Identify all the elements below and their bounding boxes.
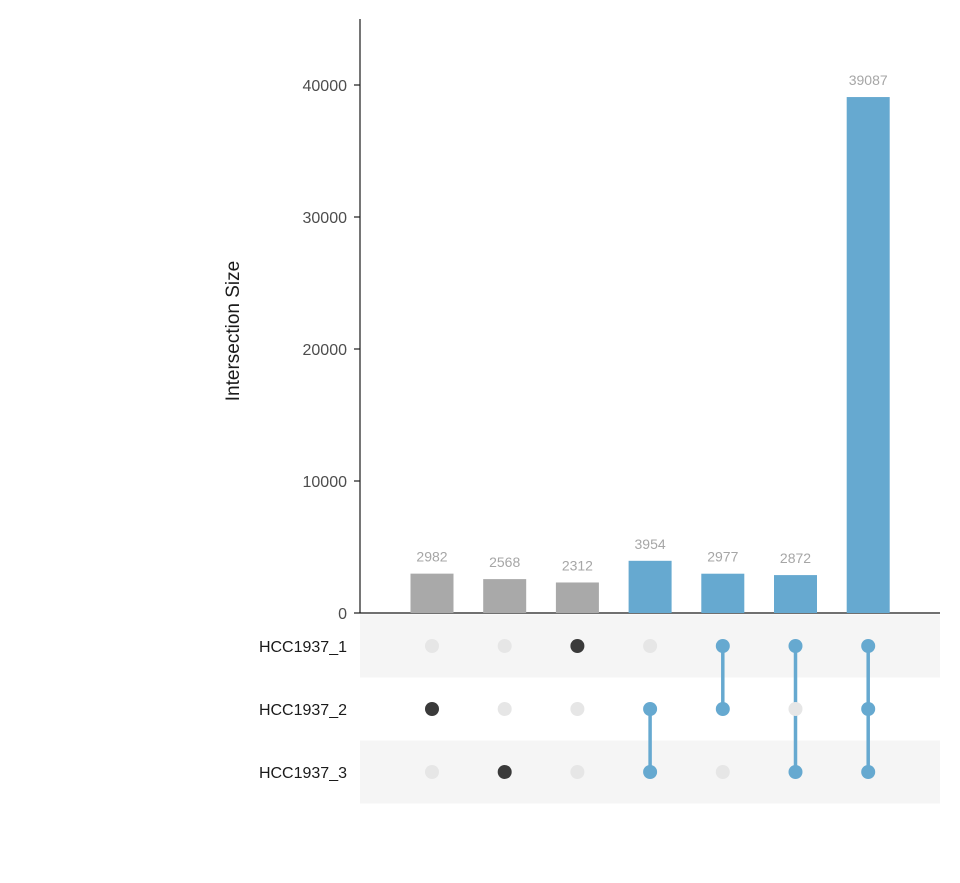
bar xyxy=(555,582,599,613)
bar-value-label: 2872 xyxy=(780,550,811,566)
y-tick-label: 20000 xyxy=(303,342,348,359)
y-tick-label: 10000 xyxy=(303,474,348,491)
bar xyxy=(483,579,527,613)
bar-value-label: 3954 xyxy=(635,536,666,552)
bar-value-label: 2568 xyxy=(489,554,520,570)
set-label: HCC1937_3 xyxy=(259,765,347,782)
matrix-dot-active xyxy=(861,702,876,716)
bar-value-label: 2977 xyxy=(707,549,738,565)
bar-value-label: 2982 xyxy=(416,549,447,565)
set-label: HCC1937_1 xyxy=(259,639,347,656)
matrix-dot-active xyxy=(861,639,876,653)
matrix-dot-active xyxy=(788,765,803,779)
bar-value-label: 2312 xyxy=(562,557,593,573)
y-tick-label: 30000 xyxy=(303,210,348,227)
matrix-dot-inactive xyxy=(570,702,585,716)
bar xyxy=(846,97,890,614)
y-tick-label: 40000 xyxy=(303,78,348,95)
matrix-dot-active xyxy=(643,702,658,716)
matrix-dot-inactive xyxy=(425,639,439,653)
matrix-dot-inactive xyxy=(715,765,730,779)
set-labels: HCC1937_1 HCC1937_2 HCC1937_3 xyxy=(259,639,347,782)
y-axis-title: Intersection Size xyxy=(223,261,244,401)
matrix-dot-active xyxy=(715,639,730,653)
matrix-dot-active xyxy=(861,765,876,779)
matrix-dot-inactive xyxy=(497,702,512,716)
matrix-dot-inactive xyxy=(643,639,658,653)
y-axis: 0 10000 20000 30000 40000 xyxy=(303,19,940,623)
y-tick-label: 0 xyxy=(338,606,347,623)
bar xyxy=(774,575,817,613)
set-label: HCC1937_2 xyxy=(259,702,347,719)
matrix-dot-active xyxy=(715,702,730,716)
matrix-dot-active xyxy=(570,639,585,653)
bar xyxy=(628,560,672,613)
bars: 2982 2568 2312 3954 2977 2872 39087 xyxy=(410,72,890,614)
matrix-dot-active xyxy=(497,765,512,779)
matrix-dot-inactive xyxy=(425,765,439,779)
matrix-dot-inactive xyxy=(570,765,585,779)
matrix-dot-inactive xyxy=(497,639,512,653)
bar-value-label: 39087 xyxy=(849,72,888,88)
matrix-dot-active xyxy=(643,765,658,779)
bar xyxy=(410,573,454,613)
matrix xyxy=(425,639,876,779)
bar xyxy=(701,573,745,613)
matrix-dot-active xyxy=(425,702,439,716)
matrix-dot-inactive xyxy=(788,702,803,716)
matrix-dot-active xyxy=(788,639,803,653)
